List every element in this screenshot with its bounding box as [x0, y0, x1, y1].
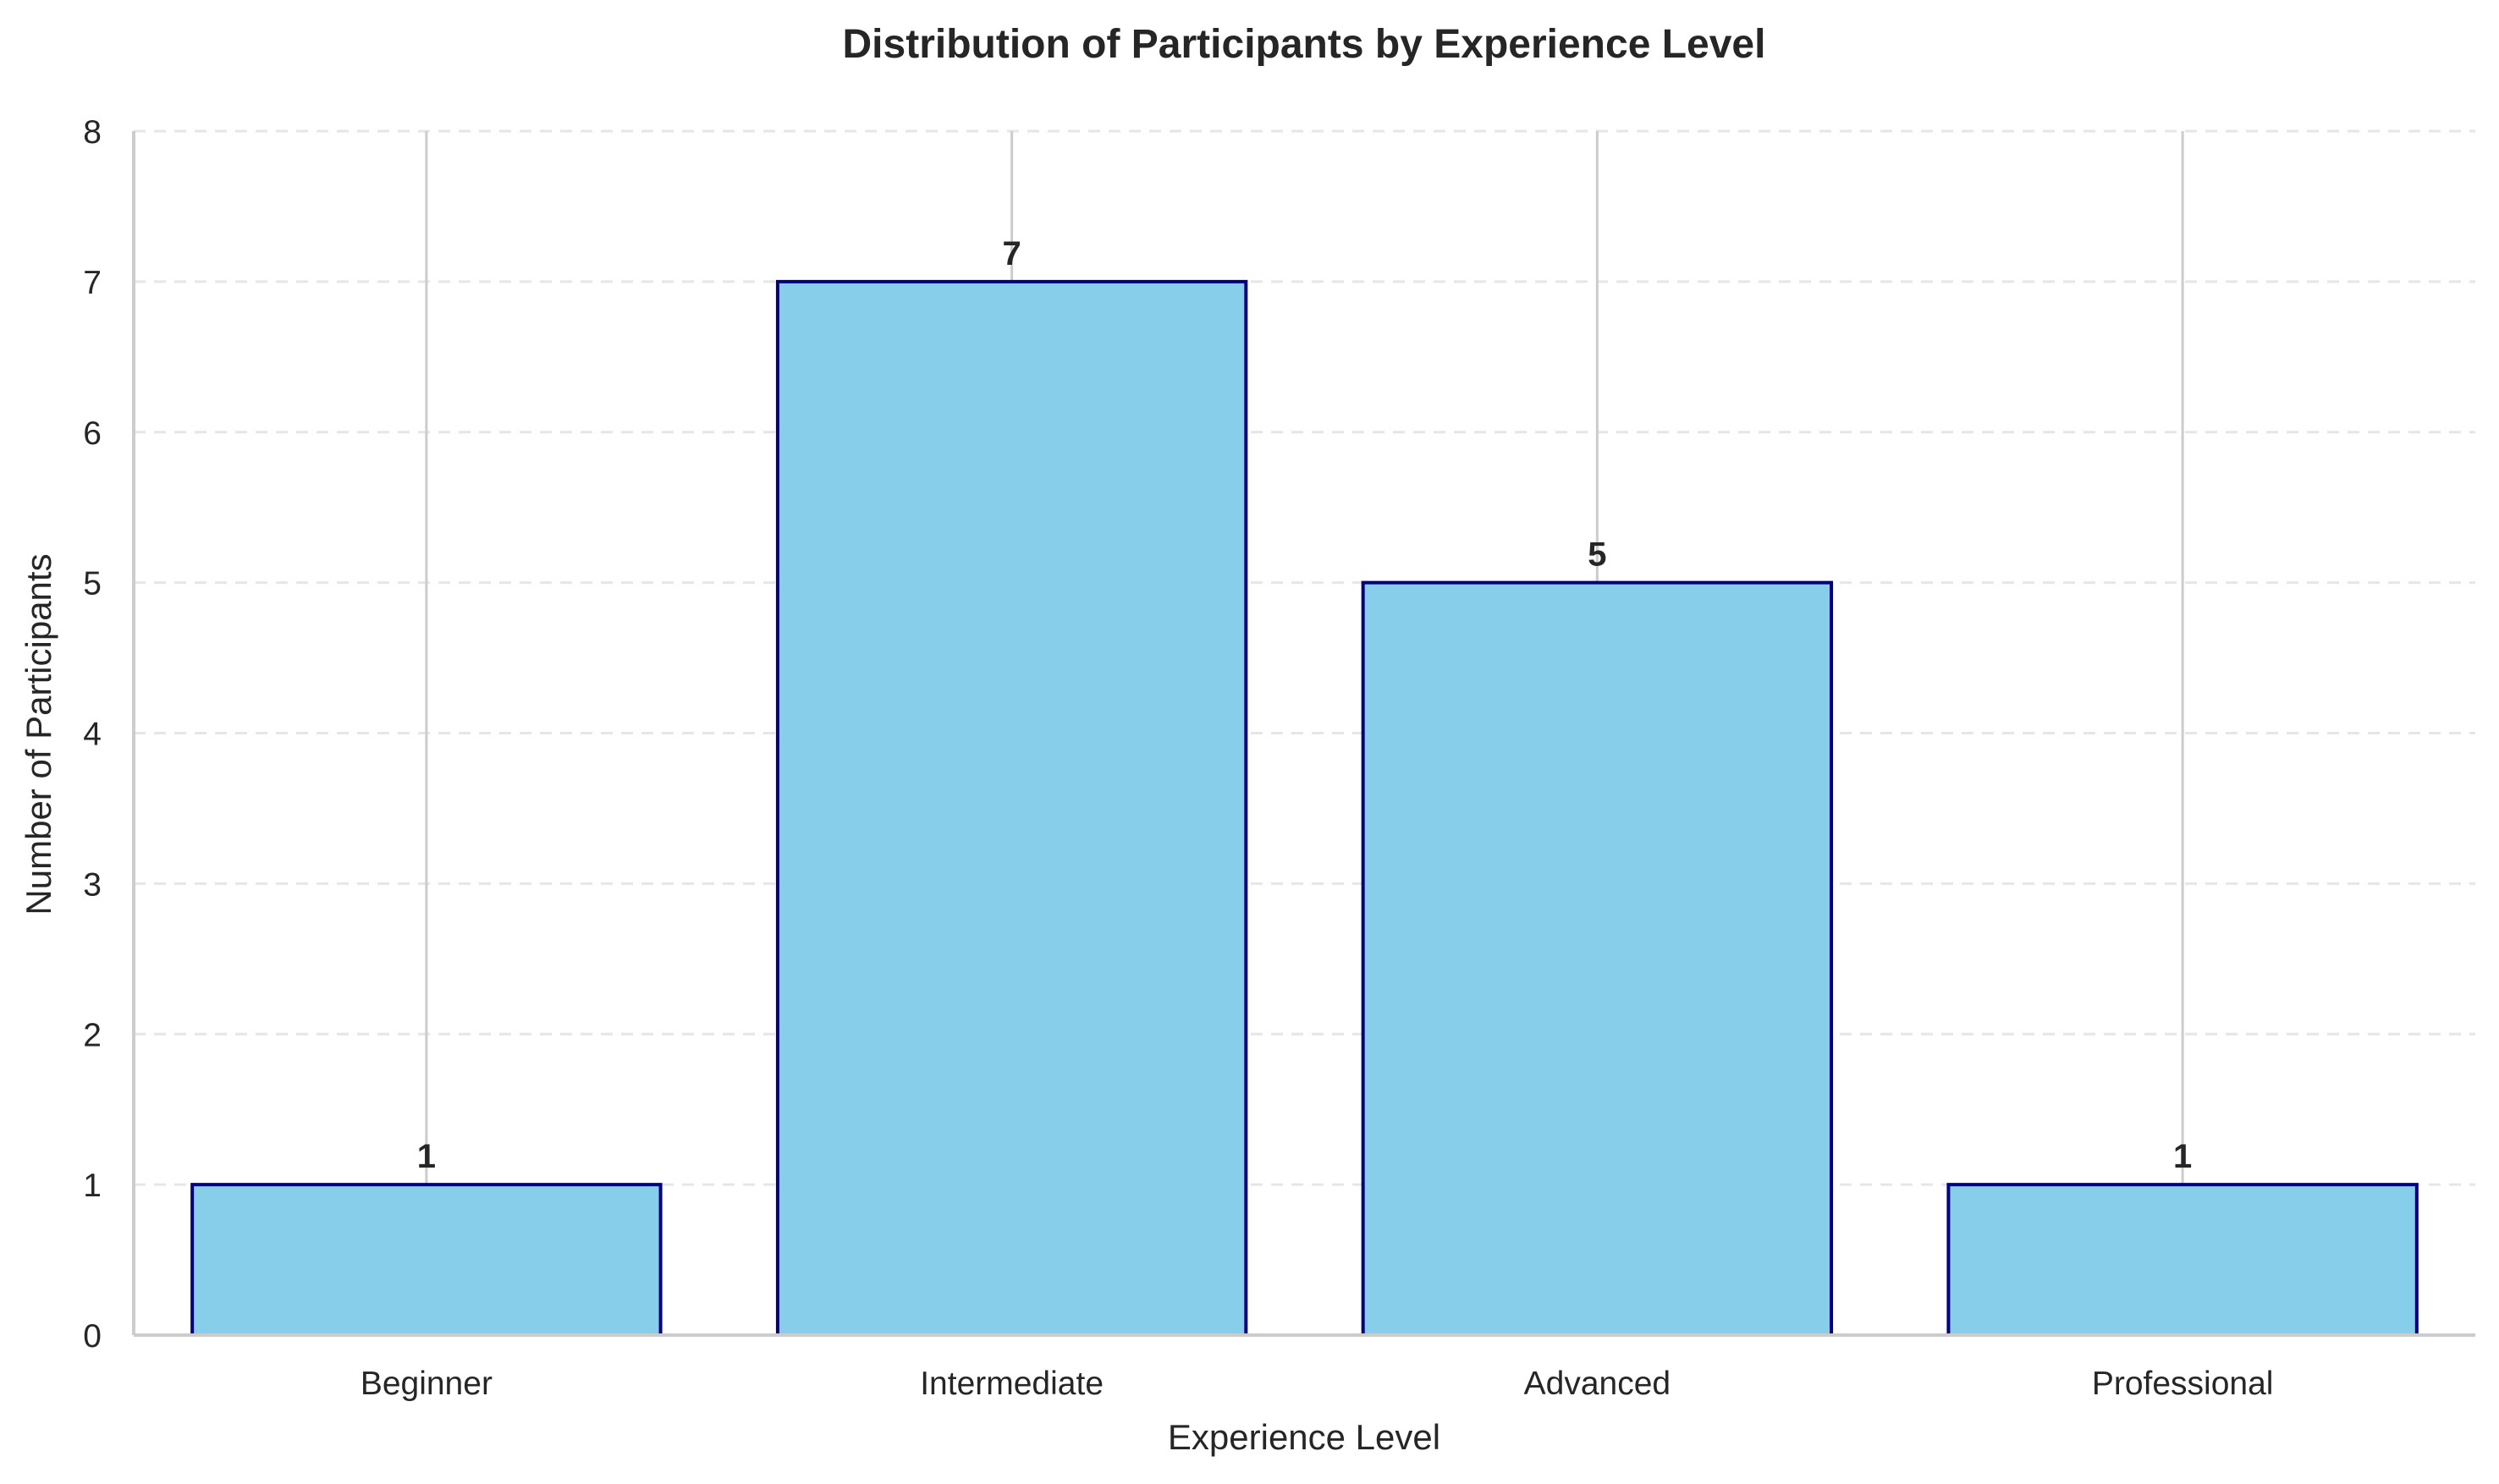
chart-title: Distribution of Participants by Experien…: [843, 22, 1766, 67]
data-label: 1: [2173, 1138, 2192, 1175]
bar: [1946, 1183, 2419, 1337]
y-tick-label: 5: [83, 566, 102, 602]
data-label: 1: [417, 1138, 436, 1175]
x-tick-label: Intermediate: [920, 1366, 1104, 1402]
y-tick-label: 1: [83, 1168, 102, 1204]
x-tick-label: Advanced: [1524, 1366, 1671, 1402]
bars: [190, 279, 2419, 1337]
y-tick-label: 3: [83, 866, 102, 903]
bar: [190, 1183, 663, 1337]
x-tick-labels: Beginner Intermediate Advanced Professional: [361, 1366, 2274, 1402]
y-tick-labels: 0 1 2 3 4 5 6 7 8: [83, 114, 102, 1355]
x-tick-label: Professional: [2092, 1366, 2274, 1402]
y-tick-label: 4: [83, 717, 102, 753]
axes: [132, 131, 2475, 1337]
x-tick-label: Beginner: [361, 1366, 493, 1402]
y-tick-label: 8: [83, 114, 102, 151]
bar: [1361, 580, 1834, 1337]
y-axis-label: Number of Participants: [19, 553, 58, 915]
data-label: 5: [1588, 536, 1606, 574]
y-tick-label: 7: [83, 265, 102, 301]
data-label: 7: [1003, 235, 1021, 272]
y-tick-label: 2: [83, 1017, 102, 1053]
y-tick-label: 6: [83, 415, 102, 452]
y-tick-label: 0: [83, 1318, 102, 1355]
x-axis-label: Experience Level: [1168, 1417, 1440, 1457]
bar: [775, 279, 1248, 1337]
